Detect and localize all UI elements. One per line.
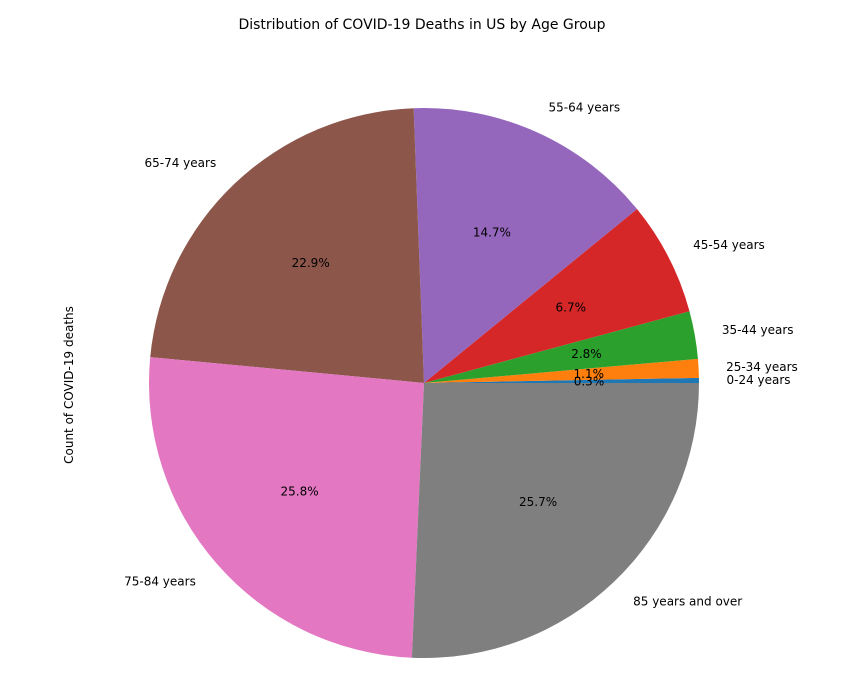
pie-slice-45-54-years xyxy=(424,209,690,383)
slice-label-85-years-and-over: 85 years and over xyxy=(633,595,742,609)
slice-label-55-64-years: 55-64 years xyxy=(548,100,620,114)
slice-label-45-54-years: 45-54 years xyxy=(693,238,765,252)
slice-percent-35-44-years: 2.8% xyxy=(571,347,602,361)
pie-slice-35-44-years xyxy=(424,311,698,383)
pie-slice-55-64-years xyxy=(413,108,637,383)
pie-slice-65-74-years xyxy=(150,108,424,383)
pie-slice-85-years-and-over xyxy=(411,383,699,658)
pie-slice-0-24-years xyxy=(424,377,699,383)
slice-percent-85-years-and-over: 25.7% xyxy=(519,495,557,509)
slice-label-75-84-years: 75-84 years xyxy=(124,575,196,589)
slice-percent-45-54-years: 6.7% xyxy=(556,301,587,315)
slice-label-0-24-years: 0-24 years xyxy=(726,373,790,387)
slice-label-65-74-years: 65-74 years xyxy=(145,156,217,170)
pie-slice-75-84-years xyxy=(148,357,424,658)
slice-label-35-44-years: 35-44 years xyxy=(722,323,794,337)
slice-percent-0-24-years: 0.3% xyxy=(574,374,605,388)
slice-percent-65-74-years: 22.9% xyxy=(292,256,330,270)
slice-percent-55-64-years: 14.7% xyxy=(473,226,511,240)
pie-slice-25-34-years xyxy=(424,358,699,383)
slice-label-25-34-years: 25-34 years xyxy=(726,360,798,374)
slice-percent-75-84-years: 25.8% xyxy=(280,484,318,498)
chart-title: Distribution of COVID-19 Deaths in US by… xyxy=(238,17,606,33)
slice-percent-25-34-years: 1.1% xyxy=(574,367,605,381)
